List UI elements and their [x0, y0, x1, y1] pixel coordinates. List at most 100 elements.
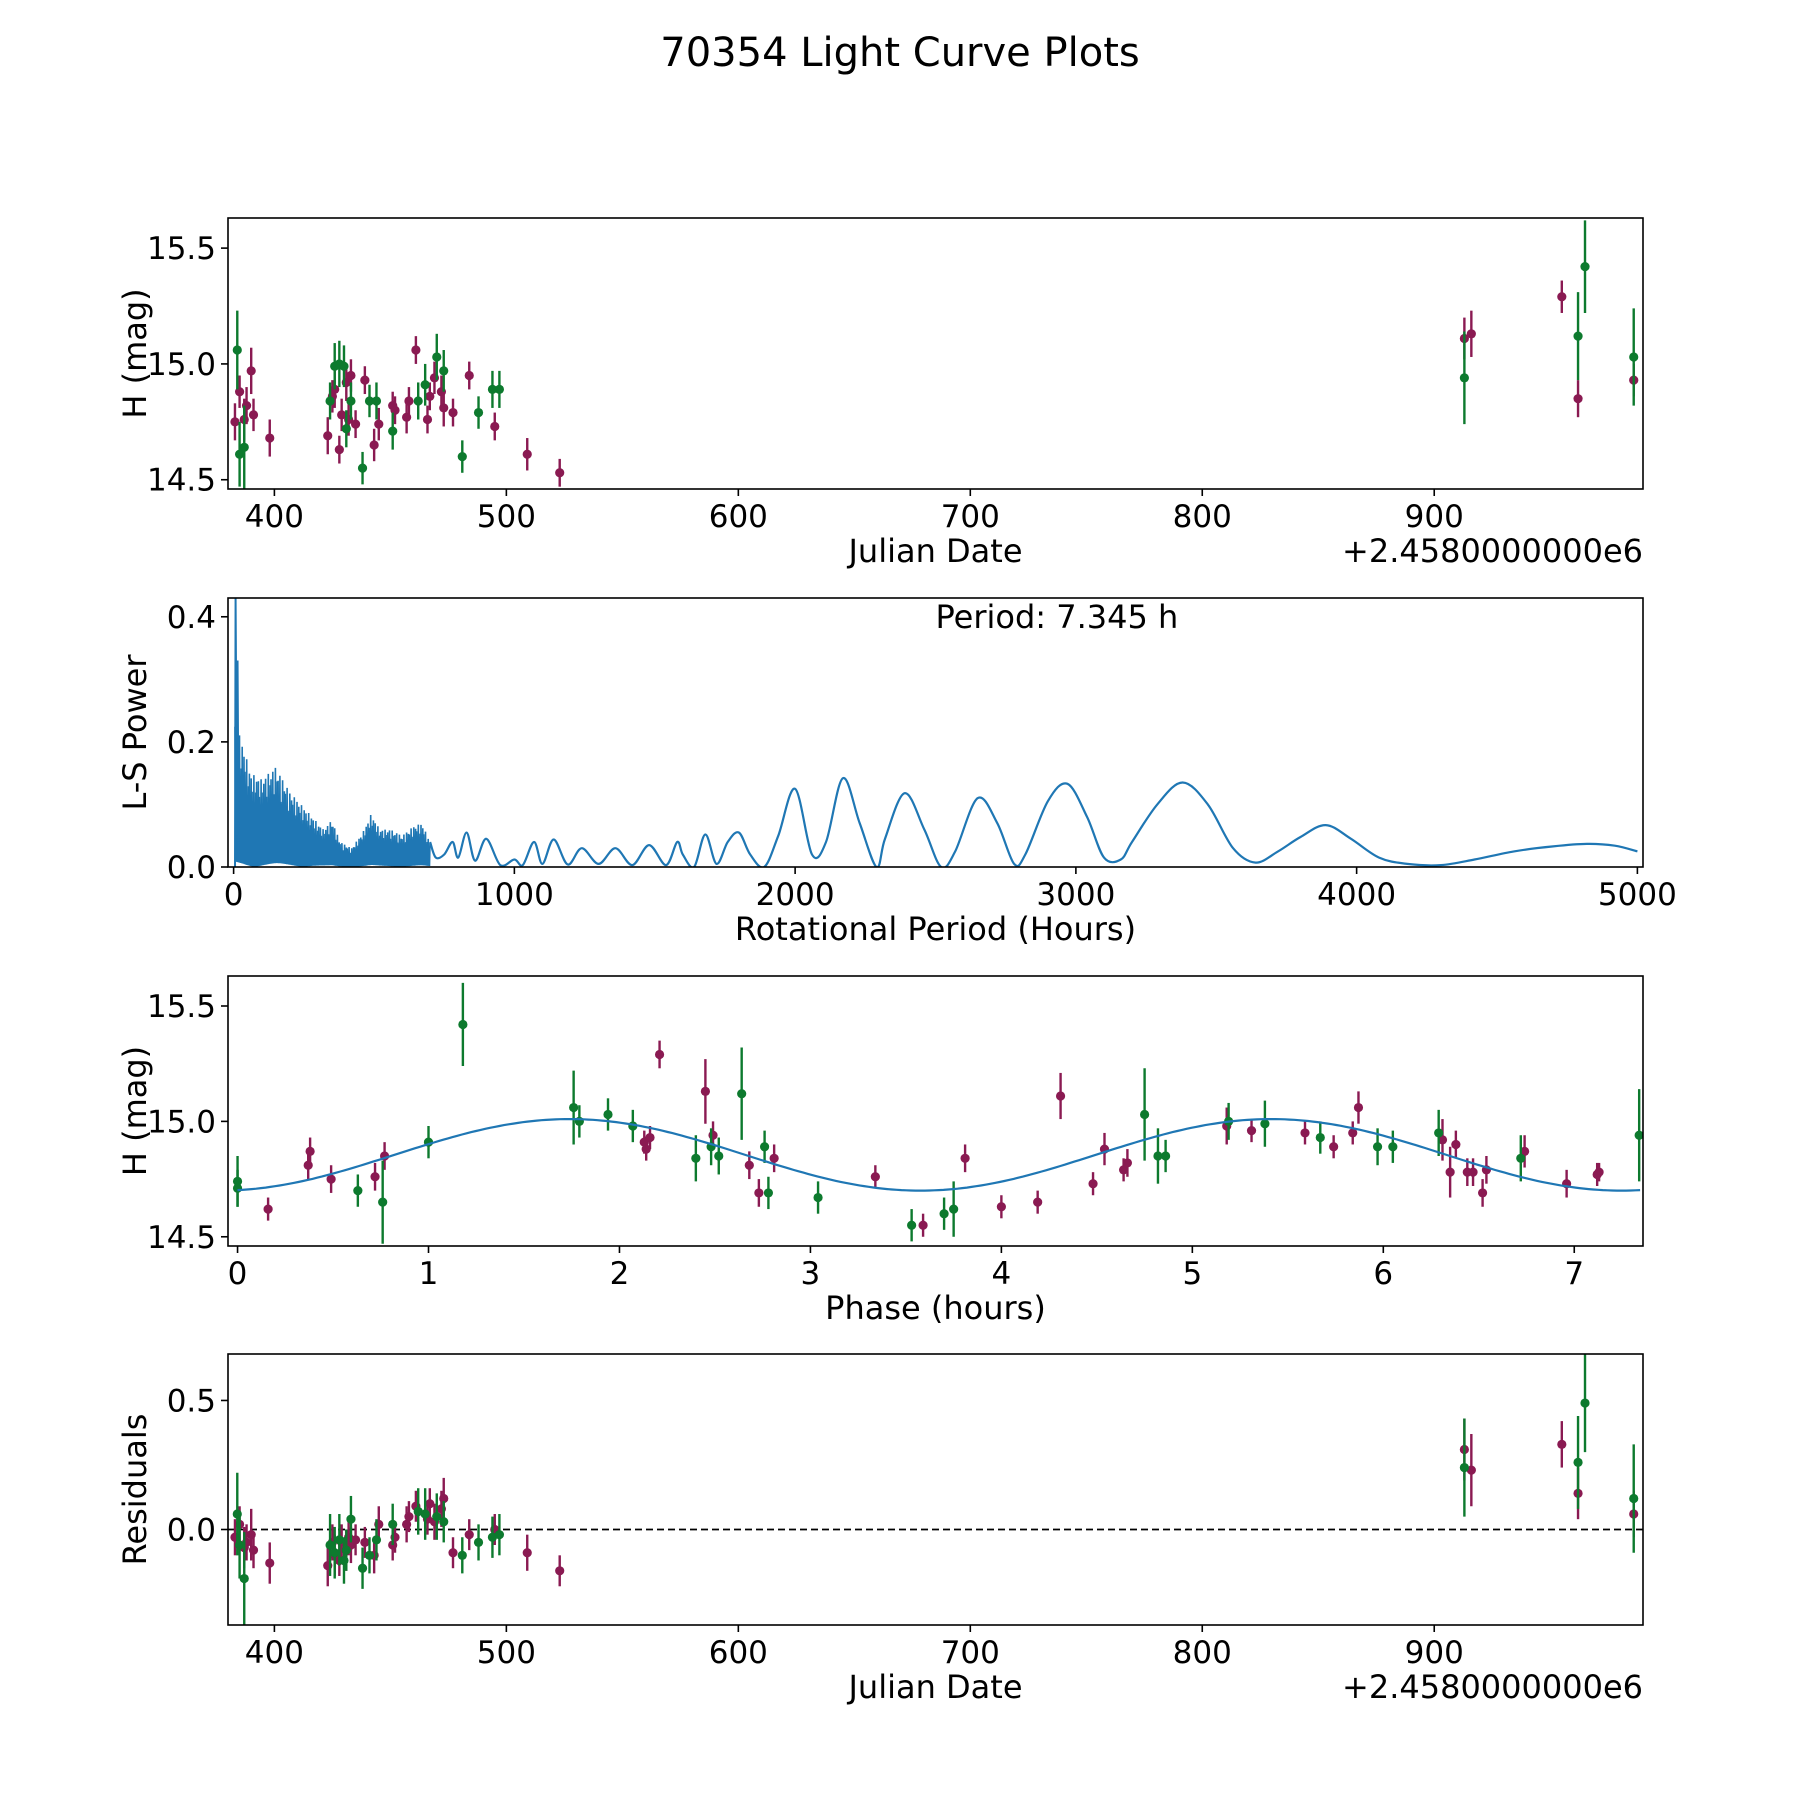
- x-tick-label: 800: [1173, 499, 1232, 535]
- series-g: [232, 220, 1639, 489]
- x-tick-label: 800: [1173, 1635, 1232, 1671]
- data-point: [1557, 1439, 1567, 1449]
- data-point: [420, 380, 430, 390]
- data-point: [603, 1109, 613, 1120]
- x-tick-label: 600: [709, 1635, 768, 1671]
- data-point: [232, 345, 242, 355]
- data-point: [949, 1204, 959, 1214]
- data-point: [1139, 1109, 1150, 1120]
- data-point: [439, 1517, 449, 1527]
- data-point: [234, 449, 245, 459]
- data-point: [457, 1550, 467, 1560]
- x-tick-label: 5: [1182, 1256, 1202, 1292]
- data-point: [1260, 1119, 1270, 1129]
- data-point: [439, 366, 449, 376]
- data-point: [339, 361, 349, 371]
- axes-frame: [227, 1353, 1644, 1626]
- data-point: [1437, 1135, 1448, 1145]
- data-point: [390, 405, 400, 415]
- data-point: [325, 1540, 335, 1550]
- data-point: [1516, 1153, 1526, 1163]
- y-tick-label: 0.5: [167, 1383, 216, 1419]
- data-point: [360, 1537, 370, 1548]
- data-point: [341, 424, 351, 434]
- x-tick-label: 3: [801, 1256, 821, 1292]
- data-point: [388, 1519, 398, 1529]
- y-tick-label: 0.2: [167, 725, 216, 761]
- data-point: [1372, 1142, 1383, 1152]
- data-point: [232, 1183, 243, 1193]
- data-point: [960, 1153, 970, 1163]
- data-point: [458, 1019, 468, 1030]
- data-point: [422, 414, 433, 425]
- axes-frame: [227, 217, 1644, 490]
- x-axis-label: Julian Date: [846, 532, 1022, 570]
- data-point: [425, 391, 435, 401]
- data-point: [265, 433, 275, 443]
- panel-residuals: 400 500 600 700 800 900 0.0 0.5 Julian Date Resid…: [116, 1353, 1644, 1706]
- data-point: [464, 370, 474, 381]
- period-annotation: Period: 7.345 h: [936, 598, 1179, 636]
- y-tick-label: 15.0: [147, 1104, 216, 1140]
- periodogram-dense-band: [234, 726, 431, 867]
- x-tick-label: 700: [941, 1635, 1000, 1671]
- x-tick-label: 600: [709, 499, 768, 535]
- x-tick-label: 6: [1373, 1256, 1393, 1292]
- data-point: [364, 396, 375, 406]
- data-point: [234, 387, 245, 397]
- data-point: [1088, 1179, 1098, 1189]
- x-tick-label: 4000: [1317, 877, 1396, 913]
- data-point: [1580, 1398, 1590, 1408]
- data-point: [1466, 329, 1476, 339]
- periodogram-line: [429, 777, 1638, 867]
- data-point: [413, 1506, 423, 1517]
- data-point: [996, 1202, 1006, 1212]
- data-point: [464, 1530, 474, 1540]
- data-point: [457, 451, 467, 462]
- data-point: [1161, 1151, 1171, 1161]
- data-point: [330, 1548, 340, 1558]
- series-r: [263, 1040, 1604, 1237]
- data-point: [388, 426, 398, 436]
- data-point: [1573, 394, 1583, 404]
- data-point: [337, 410, 347, 420]
- data-point: [1388, 1142, 1398, 1152]
- y-tick-label: 15.5: [147, 989, 216, 1025]
- data-layer: [232, 982, 1643, 1244]
- data-point: [432, 352, 442, 362]
- series-g: [232, 1354, 1639, 1625]
- data-point: [1118, 1165, 1129, 1175]
- data-point: [371, 396, 382, 406]
- data-point: [239, 442, 249, 452]
- data-point: [374, 419, 384, 429]
- data-point: [378, 1197, 388, 1207]
- y-axis-label: L-S Power: [116, 654, 154, 811]
- data-point: [1315, 1132, 1325, 1143]
- x-axis-label: Phase (hours): [825, 1289, 1046, 1327]
- data-point: [346, 396, 356, 406]
- data-point: [555, 468, 565, 478]
- data-point: [439, 1493, 449, 1504]
- y-tick-label: 15.0: [147, 347, 216, 383]
- x-tick-label: 900: [1405, 1635, 1464, 1671]
- data-point: [1153, 1151, 1163, 1161]
- data-point: [357, 1563, 368, 1573]
- x-tick-label: 700: [941, 499, 1000, 535]
- y-tick-label: 15.5: [147, 231, 216, 267]
- data-point: [1580, 262, 1590, 272]
- data-layer: [230, 1354, 1639, 1625]
- data-point: [425, 1499, 435, 1509]
- data-point: [1594, 1167, 1604, 1177]
- x-tick-label: 400: [245, 499, 304, 535]
- data-point: [432, 1512, 442, 1522]
- data-point: [1573, 1457, 1583, 1467]
- model-curve: [237, 1118, 1641, 1192]
- data-point: [265, 1558, 275, 1568]
- data-point: [769, 1153, 779, 1163]
- y-tick-label: 0.0: [167, 1513, 216, 1549]
- data-point: [325, 396, 335, 406]
- data-point: [346, 370, 356, 381]
- y-axis-label: H (mag): [116, 288, 154, 418]
- data-point: [1466, 1465, 1476, 1475]
- data-point: [744, 1160, 754, 1170]
